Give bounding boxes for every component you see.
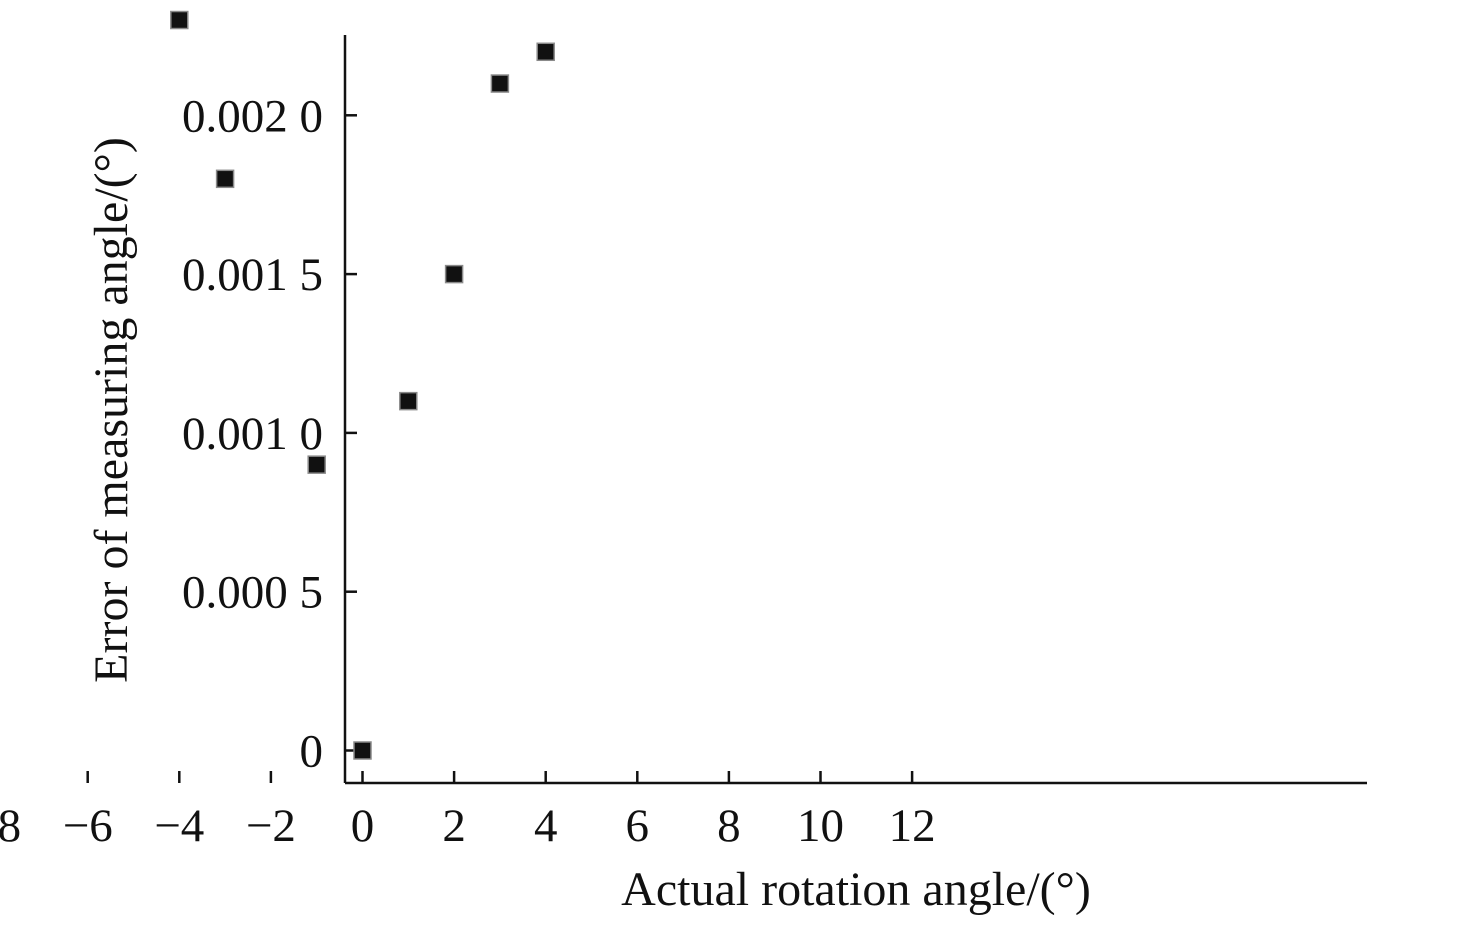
x-tick-label: −2 bbox=[246, 800, 296, 852]
x-tick-label: 10 bbox=[797, 800, 844, 852]
x-tick-label: 4 bbox=[534, 800, 558, 852]
data-point bbox=[399, 391, 418, 411]
x-tick-label: −6 bbox=[63, 800, 113, 852]
x-tick-label: 0 bbox=[351, 800, 375, 852]
x-tick-label: 12 bbox=[889, 800, 936, 852]
data-point bbox=[307, 455, 326, 474]
x-tick-label: −8 bbox=[0, 800, 21, 852]
data-point bbox=[353, 741, 372, 760]
data-point bbox=[170, 10, 189, 30]
data-points bbox=[170, 10, 555, 760]
data-point bbox=[215, 169, 235, 189]
y-tick-label: 0.002 0 bbox=[182, 90, 323, 142]
data-point bbox=[536, 42, 555, 62]
y-tick-label: 0 bbox=[300, 726, 324, 778]
x-tick-label: 6 bbox=[626, 800, 650, 852]
x-tick-label: 8 bbox=[717, 800, 741, 852]
y-tick-label: 0.000 5 bbox=[182, 567, 323, 619]
y-axis-ticks: 00.000 50.001 00.001 50.002 00.002 50.00… bbox=[182, 90, 357, 778]
axes bbox=[343, 35, 1367, 785]
y-axis-title: Error of measuring angle/(°) bbox=[85, 137, 138, 683]
x-tick-label: 2 bbox=[442, 800, 466, 852]
data-point bbox=[444, 264, 464, 284]
y-tick-label: 0.001 5 bbox=[182, 249, 323, 301]
y-tick-label: 0.001 0 bbox=[182, 408, 323, 460]
data-point bbox=[490, 74, 510, 93]
x-axis-title: Actual rotation angle/(°) bbox=[621, 863, 1091, 916]
x-tick-label: −4 bbox=[154, 800, 204, 852]
